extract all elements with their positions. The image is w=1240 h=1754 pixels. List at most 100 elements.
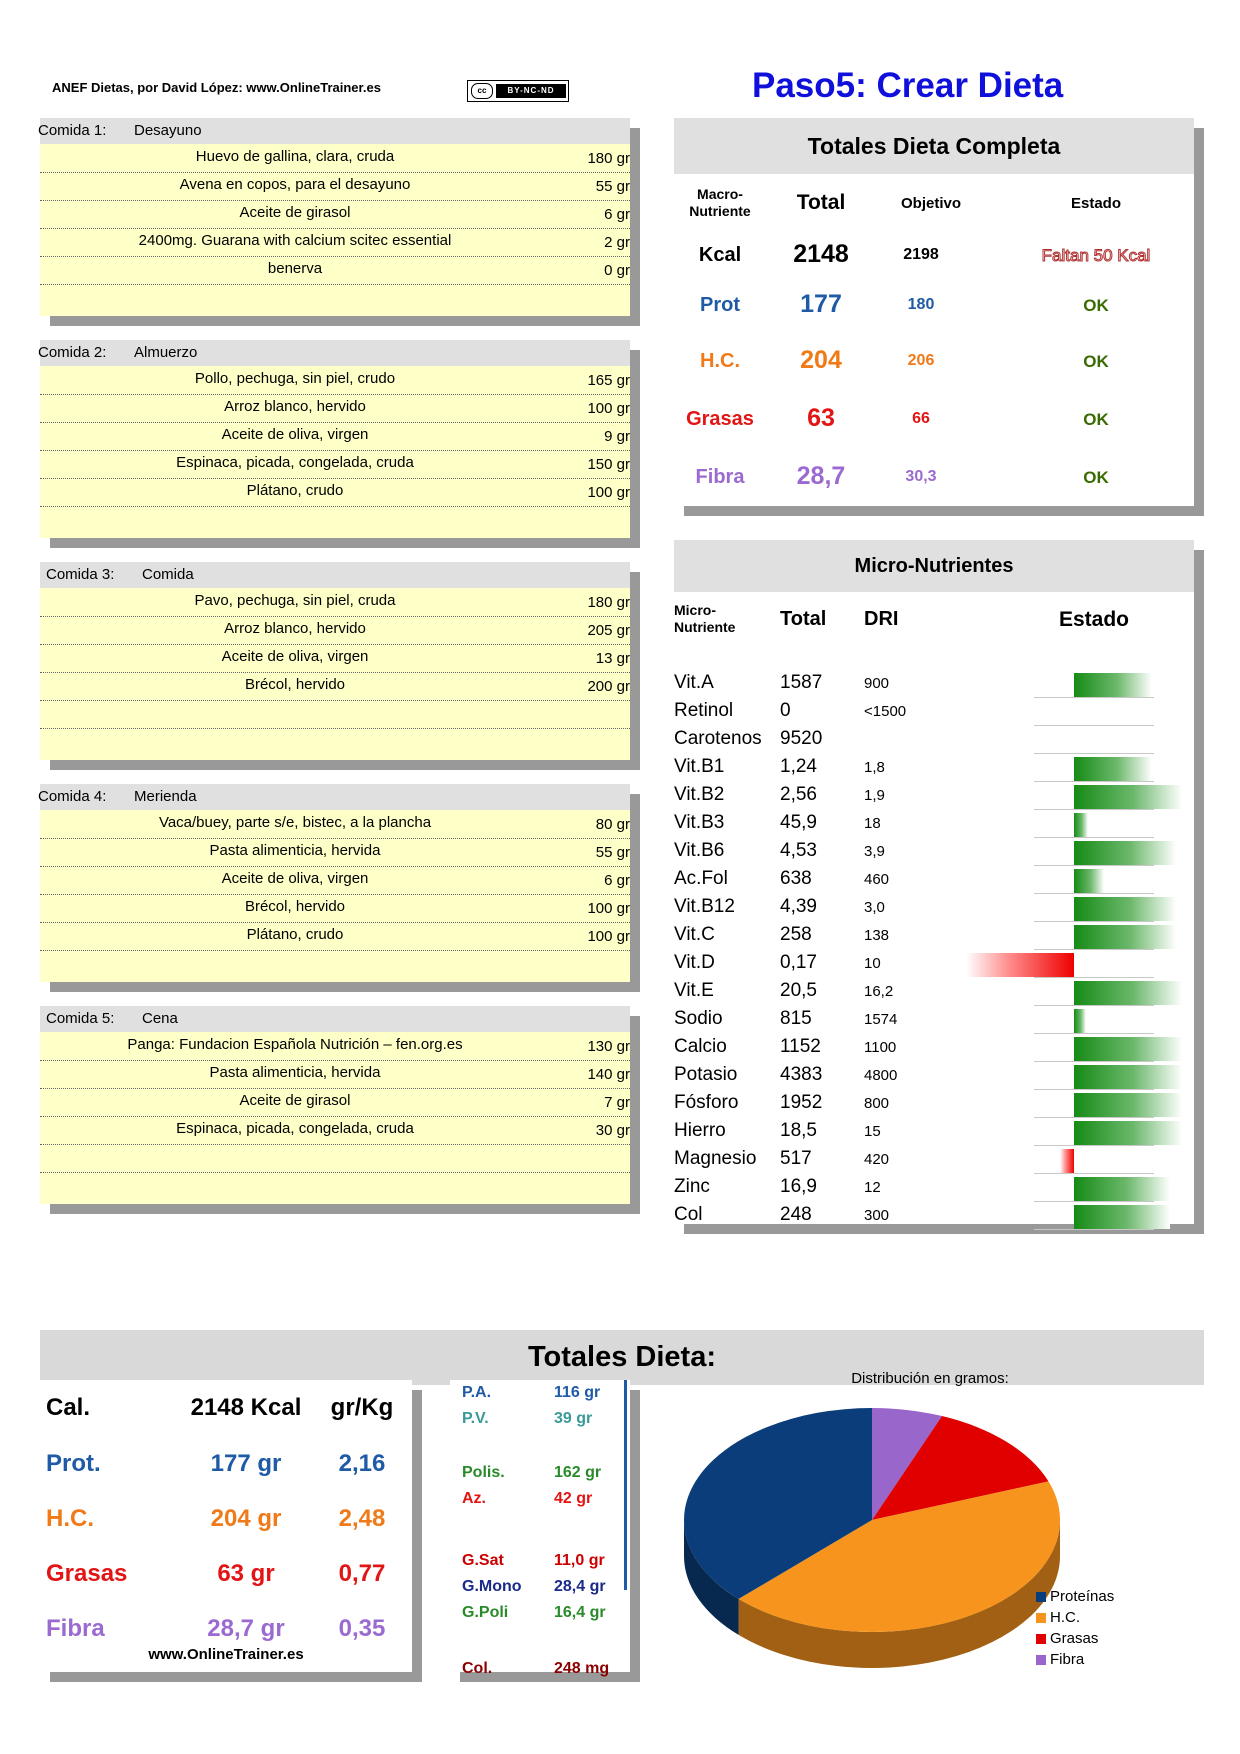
food-row[interactable]: Arroz blanco, hervido 205 gr [40, 616, 630, 645]
micro-status-bar [1074, 1205, 1170, 1229]
food-quantity: 205 gr [587, 622, 630, 639]
macro-estado: OK [1083, 296, 1109, 315]
food-row[interactable]: Pasta alimenticia, hervida 140 gr [40, 1060, 630, 1089]
details-accent-line [624, 1380, 627, 1590]
macro-total: 177 [800, 290, 842, 318]
detail-value: 16,4 gr [554, 1604, 606, 1621]
food-row[interactable]: Espinaca, picada, congelada, cruda 150 gr [40, 450, 630, 479]
legend-label: Proteínas [1050, 1588, 1115, 1605]
food-row[interactable] [40, 284, 630, 312]
cal-value: 2148 Kcal [190, 1394, 302, 1421]
food-row[interactable] [40, 728, 630, 756]
food-row[interactable]: Avena en copos, para el desayuno 55 gr [40, 172, 630, 201]
food-row[interactable]: Aceite de oliva, virgen 9 gr [40, 422, 630, 451]
micro-total: 9520 [780, 728, 823, 749]
micro-dri: 12 [864, 1179, 881, 1196]
meal-header: Comida 3: Comida [40, 562, 630, 588]
micro-name: Fósforo [674, 1092, 739, 1113]
macro-total: 2148 [793, 240, 849, 268]
micro-row: Vit.E 20,5 16,2 [674, 980, 1194, 1007]
food-row[interactable]: Espinaca, picada, congelada, cruda 30 gr [40, 1116, 630, 1145]
food-name: Aceite de girasol [239, 1092, 351, 1109]
food-row[interactable] [40, 506, 630, 534]
micro-name: Vit.B2 [674, 784, 725, 805]
food-name: Avena en copos, para el desayuno [179, 176, 411, 193]
meal-number: Comida 3: [46, 566, 115, 583]
micro-row: Magnesio 517 420 [674, 1148, 1194, 1175]
food-row[interactable]: Aceite de oliva, virgen 6 gr [40, 866, 630, 895]
food-quantity: 80 gr [595, 816, 630, 833]
detail-value: 42 gr [554, 1490, 593, 1507]
detail-key: Polis. [462, 1464, 505, 1481]
food-row[interactable] [40, 950, 630, 978]
micro-dri: 800 [864, 1095, 890, 1112]
legend-item: Fibra [1036, 1649, 1186, 1670]
legend-label: Grasas [1050, 1630, 1099, 1647]
micro-status-bar [1074, 785, 1182, 809]
micro-total: 4,53 [780, 840, 817, 861]
meal-box: Comida 2: Almuerzo Pollo, pechuga, sin pie… [38, 340, 640, 548]
detail-value: 162 gr [554, 1464, 602, 1481]
food-row[interactable]: 2400mg. Guarana with calcium scitec esse… [40, 228, 630, 257]
food-row[interactable] [40, 1144, 630, 1173]
food-name: benerva [267, 260, 323, 277]
food-quantity: 55 gr [595, 178, 630, 195]
micro-status-bar [1074, 1093, 1182, 1117]
micro-status-bar [1060, 1149, 1074, 1173]
pie-slice [872, 1408, 942, 1520]
food-name: Aceite de oliva, virgen [221, 648, 369, 665]
food-quantity: 200 gr [587, 678, 630, 695]
food-row[interactable]: Brécol, hervido 100 gr [40, 894, 630, 923]
micro-row: Col 248 300 [674, 1204, 1194, 1231]
food-name: Espinaca, picada, congelada, cruda [176, 1120, 414, 1137]
detail-key: P.A. [462, 1384, 492, 1401]
food-row[interactable]: Arroz blanco, hervido 100 gr [40, 394, 630, 423]
food-row[interactable]: Pollo, pechuga, sin piel, crudo 165 gr [40, 366, 630, 395]
food-row[interactable] [40, 1172, 630, 1200]
food-row[interactable]: Plátano, crudo 100 gr [40, 922, 630, 951]
food-row[interactable] [40, 700, 630, 729]
bottom-macro-value: 177 gr [210, 1450, 282, 1477]
food-quantity: 180 gr [587, 594, 630, 611]
food-quantity: 55 gr [595, 844, 630, 861]
micro-row: Sodio 815 1574 [674, 1008, 1194, 1035]
micro-dri: 3,0 [864, 899, 885, 916]
food-row[interactable]: Brécol, hervido 200 gr [40, 672, 630, 701]
macro-objetivo: 206 [907, 352, 935, 369]
meal-box: Comida 4: Merienda Vaca/buey, parte s/e, b… [38, 784, 640, 992]
food-row[interactable]: Aceite de oliva, virgen 13 gr [40, 644, 630, 673]
micro-total: 1952 [780, 1092, 823, 1113]
micro-row: Ac.Fol 638 460 [674, 868, 1194, 895]
food-row[interactable]: benerva 0 gr [40, 256, 630, 285]
micro-row: Vit.B3 45,9 18 [674, 812, 1194, 839]
micro-total: 1587 [780, 672, 823, 693]
micro-name: Vit.D [674, 952, 715, 973]
meal-number: Comida 5: [46, 1010, 115, 1027]
bottom-macro-label: Fibra [46, 1615, 105, 1642]
food-row[interactable]: Pavo, pechuga, sin piel, cruda 180 gr [40, 588, 630, 617]
micro-total: 18,5 [780, 1120, 817, 1141]
food-row[interactable]: Aceite de girasol 7 gr [40, 1088, 630, 1117]
macro-total: 28,7 [796, 462, 846, 490]
macro-estado: OK [1083, 468, 1109, 487]
food-row[interactable]: Plátano, crudo 100 gr [40, 478, 630, 507]
meal-number: Comida 1: [38, 122, 107, 139]
bottom-macro-grkg: 0,77 [338, 1560, 386, 1587]
food-row[interactable]: Pasta alimenticia, hervida 55 gr [40, 838, 630, 867]
food-row[interactable]: Panga: Fundacion Española Nutrición – fe… [40, 1032, 630, 1061]
food-quantity: 100 gr [587, 928, 630, 945]
col-micro-estado-header: Estado [1058, 608, 1129, 631]
micro-row: Vit.A 1587 900 [674, 672, 1194, 699]
micro-status-bar [1074, 1009, 1086, 1033]
col-macro-header: Macro- Nutriente [689, 186, 751, 219]
meal-number: Comida 2: [38, 344, 107, 361]
pie-chart [684, 1408, 1060, 1668]
meal-name: Cena [142, 1010, 178, 1027]
macro-row: Grasas 63 66 OK [674, 404, 1194, 444]
detail-key: P.V. [462, 1410, 489, 1427]
micro-status-bar [1074, 1121, 1182, 1145]
food-row[interactable]: Aceite de girasol 6 gr [40, 200, 630, 229]
micro-total: 20,5 [780, 980, 817, 1001]
food-row[interactable]: Huevo de gallina, clara, cruda 180 gr [40, 144, 630, 173]
food-row[interactable]: Vaca/buey, parte s/e, bistec, a la planc… [40, 810, 630, 839]
